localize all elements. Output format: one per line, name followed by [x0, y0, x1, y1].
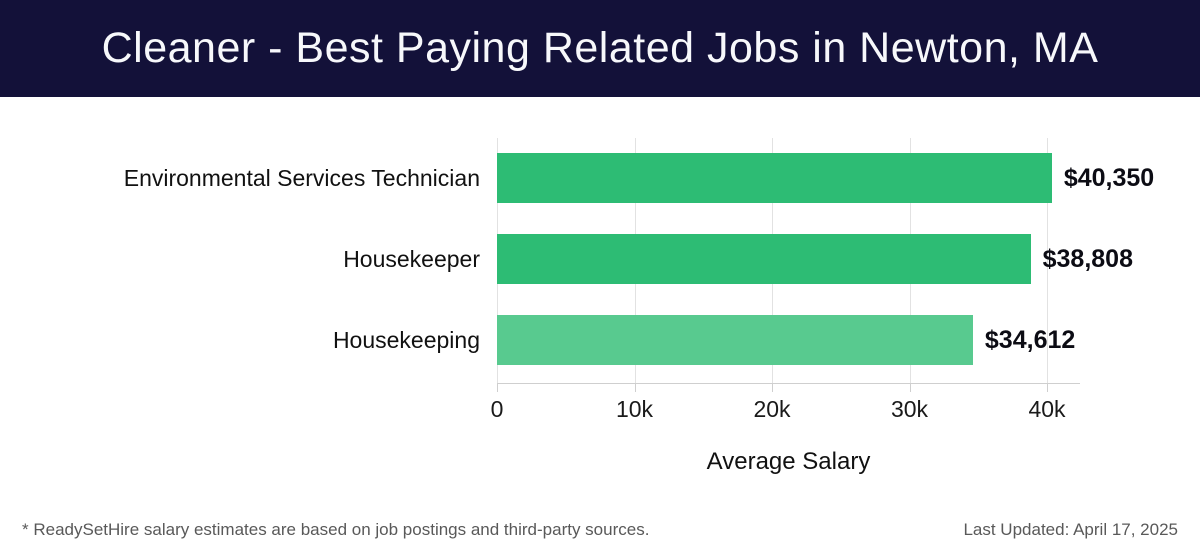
x-tick-mark — [772, 384, 773, 392]
x-tick-mark — [634, 384, 636, 392]
x-tick-mark — [1047, 384, 1048, 392]
source-disclaimer: * ReadySetHire salary estimates are base… — [22, 520, 650, 539]
x-tick-label: 0 — [490, 396, 504, 422]
category-label: Housekeeper — [343, 246, 480, 272]
x-tick-mark — [497, 384, 498, 392]
x-tick-label: 20k — [753, 396, 791, 422]
page-title: Cleaner - Best Paying Related Jobs in Ne… — [101, 24, 1099, 72]
category-label: Housekeeping — [332, 327, 480, 353]
bar-1 — [497, 234, 1031, 284]
bar-chart-plot-area: 0 10k 20k 30k 40k — [491, 138, 1080, 422]
x-tick-label: 10k — [615, 396, 654, 422]
bar-2 — [497, 315, 973, 365]
value-label: $34,612 — [984, 326, 1076, 354]
x-tick-label: 30k — [890, 396, 929, 422]
value-label: $38,808 — [1042, 245, 1133, 273]
value-label: $40,350 — [1063, 164, 1155, 192]
gridline-40k — [1047, 138, 1048, 383]
x-axis-line — [497, 383, 1080, 384]
bar-0 — [497, 153, 1052, 203]
x-tick-label: 40k — [1028, 396, 1066, 422]
x-axis-title: Average Salary — [706, 448, 871, 475]
x-tick-mark — [909, 384, 911, 392]
category-label: Environmental Services Technician — [123, 165, 480, 191]
last-updated-text: Last Updated: April 17, 2025 — [963, 520, 1178, 539]
header-banner: Cleaner - Best Paying Related Jobs in Ne… — [0, 0, 1200, 97]
